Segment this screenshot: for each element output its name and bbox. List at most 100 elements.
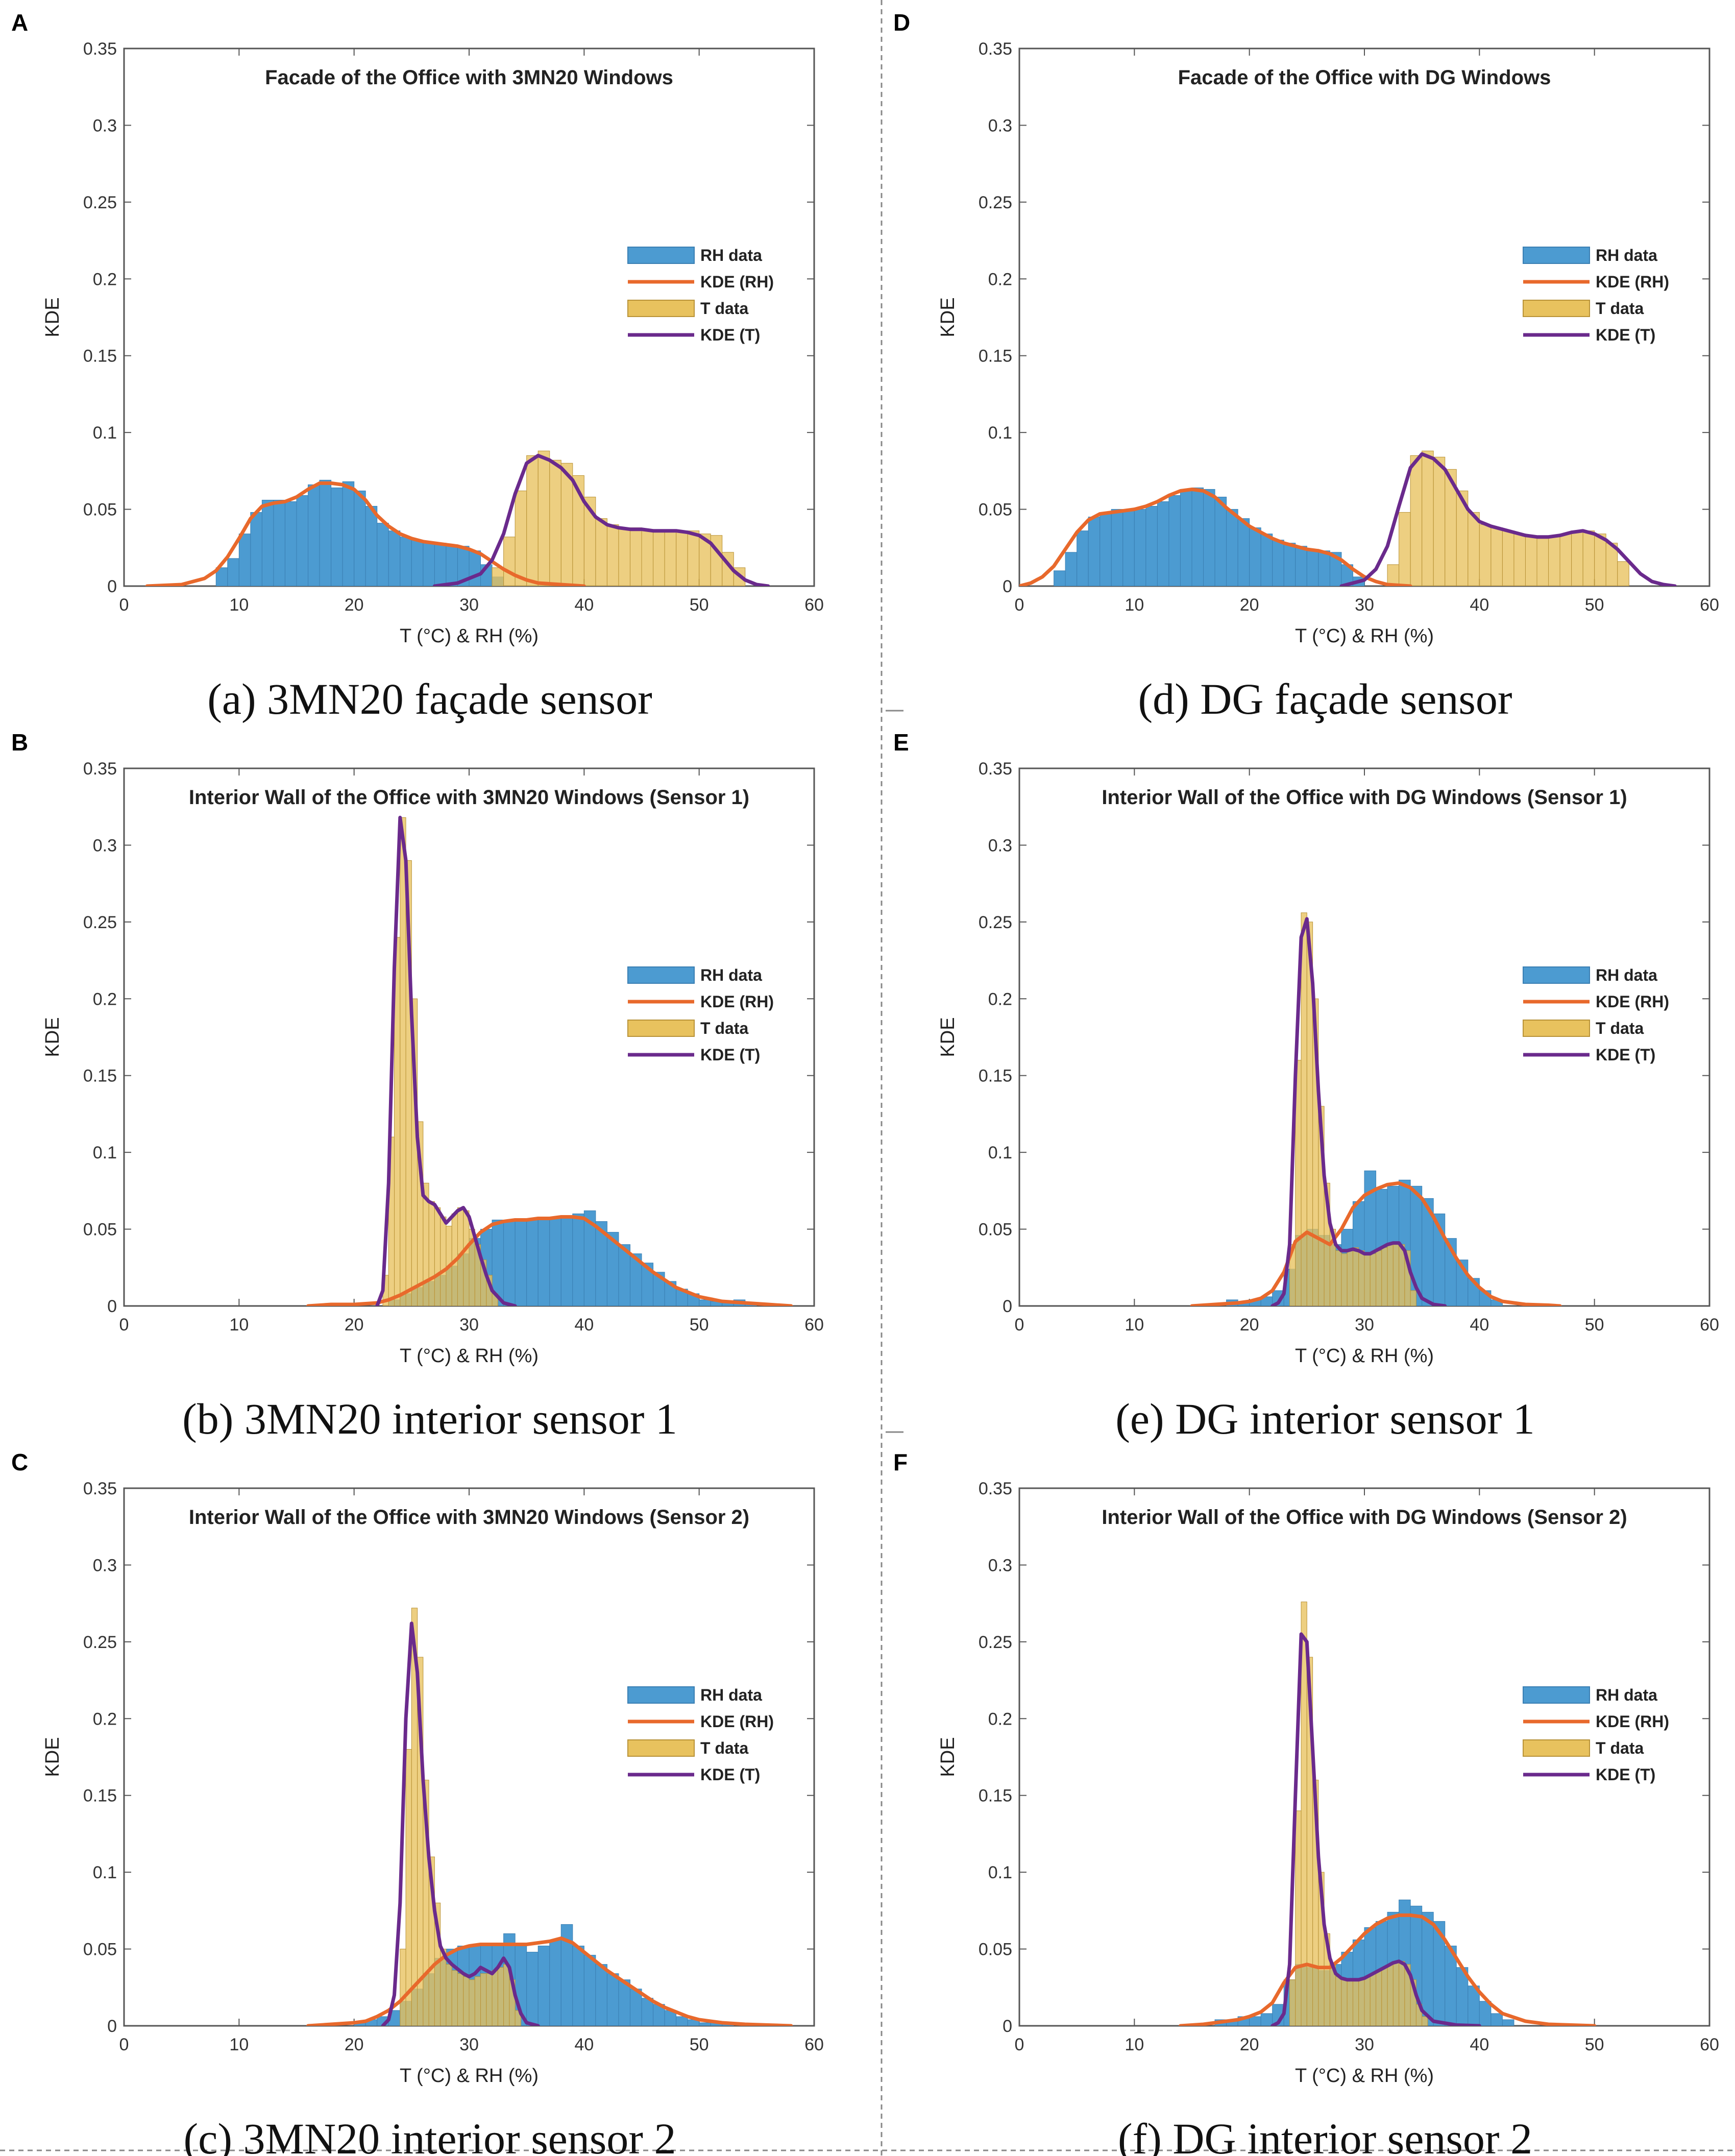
t-hist-bar [641, 529, 654, 586]
t-hist-bar [1594, 534, 1606, 586]
t-hist-bar [1364, 1976, 1371, 2026]
rh-hist-bar [1168, 495, 1181, 586]
t-hist-bar [1347, 1250, 1353, 1306]
rh-hist-bar [583, 1955, 596, 2026]
rh-hist-bar [1318, 550, 1330, 586]
t-hist-bar [1559, 534, 1572, 586]
t-hist-bar [1479, 524, 1492, 586]
t-hist-bar [664, 530, 677, 586]
x-tick-label: 0 [119, 1315, 129, 1335]
t-hist-bar [1536, 538, 1549, 586]
rh-hist-bar [572, 1213, 584, 1306]
y-axis-label: KDE [42, 297, 63, 337]
plot-area [123, 47, 815, 587]
t-hist-bar [486, 1973, 493, 2026]
y-tick-label: 0.2 [93, 989, 117, 1009]
y-tick-label: 0.05 [83, 500, 117, 520]
t-hist-bar [1352, 1979, 1359, 2026]
plot-area [1018, 47, 1710, 587]
y-axis-label: KDE [937, 1737, 959, 1777]
rh-hist-bar [1214, 497, 1227, 586]
x-tick-label: 20 [1240, 595, 1259, 615]
rh-hist-bar [1122, 511, 1135, 586]
x-tick-label: 30 [1355, 2035, 1374, 2054]
x-tick-label: 20 [345, 1315, 364, 1335]
y-tick-label: 0.3 [988, 1556, 1012, 1575]
y-axis-label: KDE [937, 297, 959, 337]
t-hist-bar [1410, 1290, 1416, 1306]
y-tick-label: 0.05 [979, 1220, 1012, 1240]
x-tick-label: 30 [1355, 1315, 1374, 1335]
rh-hist-bar [515, 1218, 527, 1306]
y-tick-label: 0.35 [979, 39, 1012, 59]
t-hist-bar [595, 518, 607, 586]
legend-swatch-rh-data [627, 966, 695, 984]
t-hist-bar [1341, 1253, 1348, 1306]
y-tick-label: 0.1 [93, 1143, 117, 1162]
x-tick-label: 0 [119, 595, 129, 615]
x-tick-label: 40 [1470, 2035, 1489, 2054]
x-tick-label: 50 [690, 1315, 709, 1335]
legend-label: KDE (T) [700, 1046, 760, 1064]
x-tick-label: 10 [1125, 2035, 1144, 2054]
rh-hist-bar [572, 1946, 584, 2026]
y-tick-label: 0 [107, 2017, 117, 2036]
y-tick-label: 0.3 [988, 116, 1012, 135]
x-tick-label: 60 [804, 2035, 824, 2054]
y-tick-label: 0.2 [93, 1709, 117, 1729]
data-layer [1019, 450, 1677, 586]
y-tick-label: 0.1 [988, 423, 1012, 443]
x-tick-label: 40 [574, 1315, 594, 1335]
t-hist-bar [428, 1201, 435, 1306]
rh-hist-bar [537, 1217, 550, 1306]
chart-title: Interior Wall of the Office with DG Wind… [1102, 1506, 1627, 1529]
rh-hist-bar [606, 1973, 619, 2026]
legend: RH data KDE (RH) T data KDE (T) [627, 966, 774, 1064]
panel-caption: (a) 3MN20 façade sensor [207, 674, 652, 723]
t-hist-bar [1422, 2016, 1428, 2026]
legend-label: RH data [1596, 246, 1657, 264]
rh-hist-bar [699, 2022, 711, 2026]
legend-label: KDE (T) [1596, 326, 1655, 344]
rh-hist-bar [1226, 509, 1238, 586]
legend-swatch-rh-data [627, 1686, 695, 1704]
y-axis-label: KDE [42, 1017, 63, 1057]
y-tick-label: 0.1 [93, 1863, 117, 1882]
rh-hist-bar [1306, 549, 1319, 586]
legend-label: KDE (T) [700, 326, 760, 344]
t-hist-bar [1392, 1961, 1400, 2026]
t-hist-bar [1370, 1973, 1377, 2026]
legend-swatch-rh-data [627, 247, 695, 264]
rh-hist-bar [1422, 1911, 1434, 2026]
rh-hist-bar [1157, 501, 1169, 586]
t-hist-bar [1347, 1979, 1353, 2026]
rh-hist-bar [503, 1220, 516, 1306]
y-tick-label: 0.05 [979, 1940, 1012, 1959]
y-tick-label: 0.25 [83, 1633, 117, 1652]
x-tick-label: 50 [690, 595, 709, 615]
y-tick-label: 0.05 [979, 500, 1012, 520]
t-hist-bar [653, 530, 665, 586]
y-tick-label: 0.05 [83, 1220, 117, 1240]
y-tick-label: 0.3 [988, 836, 1012, 855]
t-hist-bar [1387, 564, 1400, 586]
x-tick-label: 20 [345, 2035, 364, 2054]
t-hist-bar [1352, 1247, 1359, 1306]
rh-hist-bar [227, 558, 239, 586]
legend-label: KDE (T) [1596, 1046, 1655, 1064]
t-hist-bar [1289, 1979, 1296, 2026]
legend: RH data KDE (RH) T data KDE (T) [1523, 246, 1669, 344]
t-hist-bar [492, 1970, 498, 2026]
rh-hist-bar [446, 544, 458, 586]
y-tick-label: 0.35 [979, 759, 1012, 779]
rh-hist-bar [400, 537, 412, 586]
plot-area [123, 1487, 815, 2027]
panel-caption: (d) DG façade sensor [1138, 674, 1512, 723]
x-tick-label: 0 [1015, 2035, 1024, 2054]
y-tick-label: 0.15 [83, 1067, 117, 1086]
y-tick-label: 0 [1003, 2017, 1012, 2036]
t-hist-bar [560, 463, 573, 586]
x-tick-label: 50 [1585, 2035, 1604, 2054]
kde-t-line [1339, 452, 1677, 586]
t-hist-bar [1571, 530, 1583, 586]
